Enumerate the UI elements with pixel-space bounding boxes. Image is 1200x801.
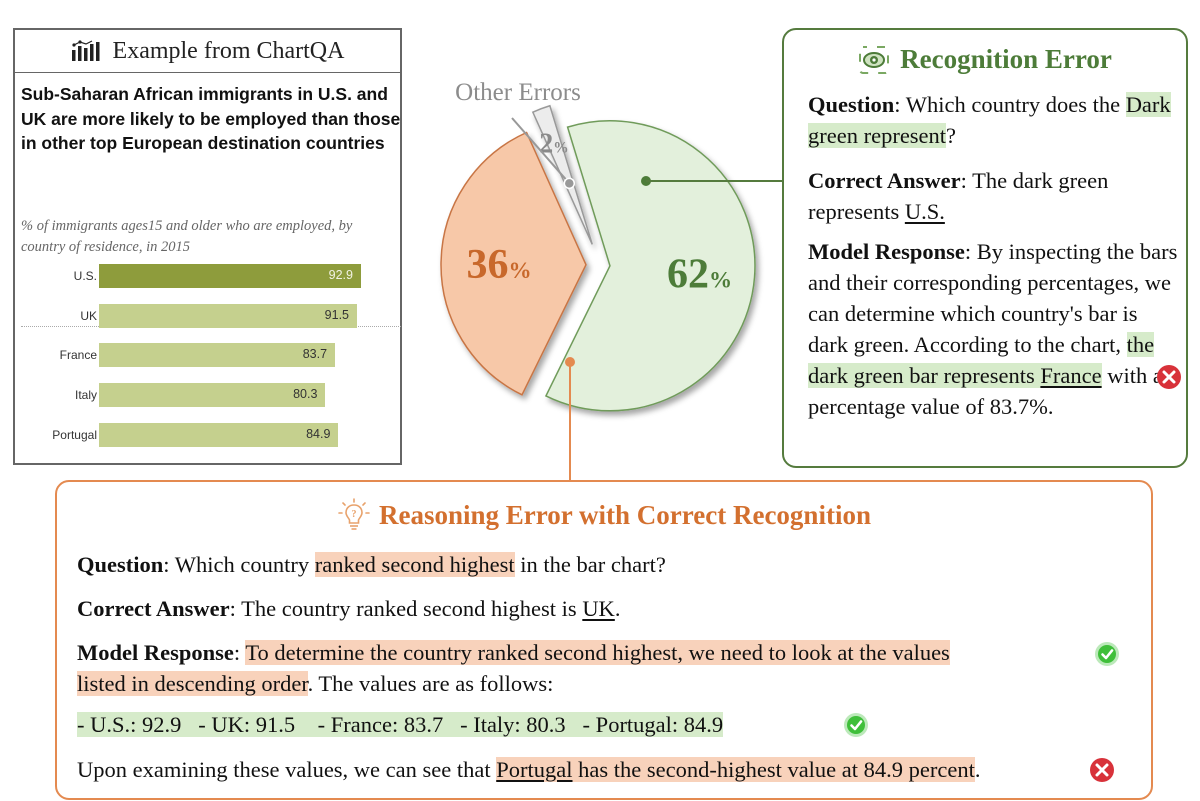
- check-icon: [844, 713, 868, 737]
- answer-label: Correct Answer: [77, 596, 230, 621]
- bar-mark: 92.9: [99, 264, 361, 288]
- other-errors-annotation: Other Errors: [455, 79, 581, 106]
- reasoning-error-panel: ? Reasoning Error with Correct Recogniti…: [55, 480, 1153, 800]
- svg-text:?: ?: [352, 509, 357, 520]
- question-label: Question: [808, 92, 895, 117]
- other-errors-dot: [563, 177, 576, 190]
- values-highlight: - U.S.: 92.9 - UK: 91.5 - France: 83.7 -…: [77, 712, 724, 737]
- response-label: Model Response: [808, 239, 965, 264]
- question-text: Which country: [174, 552, 315, 577]
- reasoning-model-response-cont: listed in descending order. The values a…: [77, 668, 1147, 699]
- response-end: with a percentage value of 83.7%.: [808, 363, 1163, 419]
- recognition-title-text: Recognition Error: [900, 44, 1112, 74]
- response-highlight-1: To determine the country ranked second h…: [245, 640, 950, 665]
- reasoning-question: Question: Which country ranked second hi…: [77, 552, 666, 577]
- cross-icon: [1090, 758, 1114, 782]
- error-pie-chart: 62%36%2%Other Errors: [440, 79, 785, 482]
- bar-value-label: 80.3: [293, 387, 318, 401]
- question-end: in the bar chart?: [514, 552, 666, 577]
- bar-value-label: 92.9: [328, 268, 353, 282]
- bar-value-label: 84.9: [306, 427, 331, 441]
- pie-slices: [440, 104, 756, 412]
- inner-bar-chart: U.S. 92.9 UK 91.5 France 83.7 Italy 80.3 Portuga…: [15, 30, 404, 467]
- other-errors-leader-line: [511, 117, 571, 184]
- response-end: . The values are as follows:: [307, 671, 554, 696]
- response-highlight-text: the dark green bar represents: [808, 332, 1155, 388]
- inner-chart-title: Sub-Saharan African immigrants in U.S. a…: [21, 84, 401, 153]
- final-end: .: [974, 757, 981, 782]
- pie-slice: [544, 120, 756, 412]
- pie-slice: [440, 131, 587, 396]
- answer-text: The country ranked second highest is: [241, 596, 583, 621]
- question-highlight: ranked second highest: [314, 552, 515, 577]
- bar-category-label: Italy: [74, 388, 97, 402]
- recognition-error-panel: Recognition Error Question: Which countr…: [782, 28, 1188, 468]
- question-end: ?: [946, 123, 957, 148]
- bar-chart-icon: [71, 40, 100, 61]
- recognition-correct-answer: Correct Answer: The dark green represent…: [808, 168, 1109, 224]
- reasoning-title-text: Reasoning Error with Correct Recognition: [379, 499, 871, 530]
- chartqa-header-text: Example from ChartQA: [112, 37, 345, 64]
- recognition-title: Recognition Error: [784, 44, 1186, 75]
- bar-category-label: UK: [80, 309, 97, 323]
- answer-underlined: U.S.: [904, 199, 945, 224]
- answer-underlined: UK: [582, 596, 615, 621]
- bar-value-label: 91.5: [324, 308, 350, 322]
- cross-icon: [1157, 365, 1181, 389]
- response-label: Model Response: [77, 640, 234, 665]
- chartqa-example-panel: Example from ChartQA Sub-Saharan African…: [13, 28, 402, 465]
- answer-label: Correct Answer: [808, 168, 961, 193]
- question-label: Question: [77, 552, 164, 577]
- final-highlight: Portugal has the second-highest value at…: [496, 757, 975, 782]
- final-text: Upon examining these values, we can see …: [77, 757, 497, 782]
- bar-category-label: France: [59, 348, 97, 362]
- recognition-model-response: Model Response: By inspecting the bars a…: [808, 239, 1178, 419]
- recognition-question: Question: Which country does the Dark gr…: [808, 92, 1171, 148]
- check-icon: [1095, 642, 1119, 666]
- chartqa-header: Example from ChartQA: [15, 30, 400, 73]
- final-underlined: Portugal: [496, 757, 573, 782]
- answer-text: The dark green represents: [808, 168, 1109, 224]
- bar-mark: 84.9: [99, 423, 339, 447]
- reasoning-title: ? Reasoning Error with Correct Recogniti…: [57, 498, 1151, 532]
- bar-mark: 91.5: [99, 304, 358, 328]
- bar-value-label: 83.7: [302, 347, 328, 361]
- lightbulb-icon: ?: [338, 498, 370, 530]
- question-text: Which country does the: [905, 92, 1126, 117]
- bar-category-label: Portugal: [52, 428, 97, 442]
- inner-chart-subtitle: % of immigrants ages15 and older who are…: [21, 218, 353, 255]
- reasoning-values-line: - U.S.: 92.9 - UK: 91.5 - France: 83.7 -…: [77, 709, 1147, 740]
- bar-mark: 83.7: [99, 343, 336, 367]
- bar-category-label: U.S.: [73, 269, 97, 283]
- answer-end: .: [614, 596, 621, 621]
- reasoning-final-statement: Upon examining these values, we can see …: [77, 754, 1147, 785]
- eye-scan-icon: [859, 45, 890, 74]
- final-highlight-text: has the second-highest value at 84.9 per…: [572, 757, 975, 782]
- response-highlight-underlined: France: [1040, 363, 1102, 388]
- bar-mark: 80.3: [99, 383, 326, 407]
- response-text: By inspecting the bars and their corresp…: [808, 239, 1178, 357]
- response-highlight-2: listed in descending order: [77, 671, 308, 696]
- reasoning-correct-answer: Correct Answer: The country ranked secon…: [77, 596, 621, 621]
- reasoning-model-response: Model Response: To determine the country…: [77, 640, 950, 665]
- pie-overlay: 62%36%2%Other Errors: [455, 79, 785, 482]
